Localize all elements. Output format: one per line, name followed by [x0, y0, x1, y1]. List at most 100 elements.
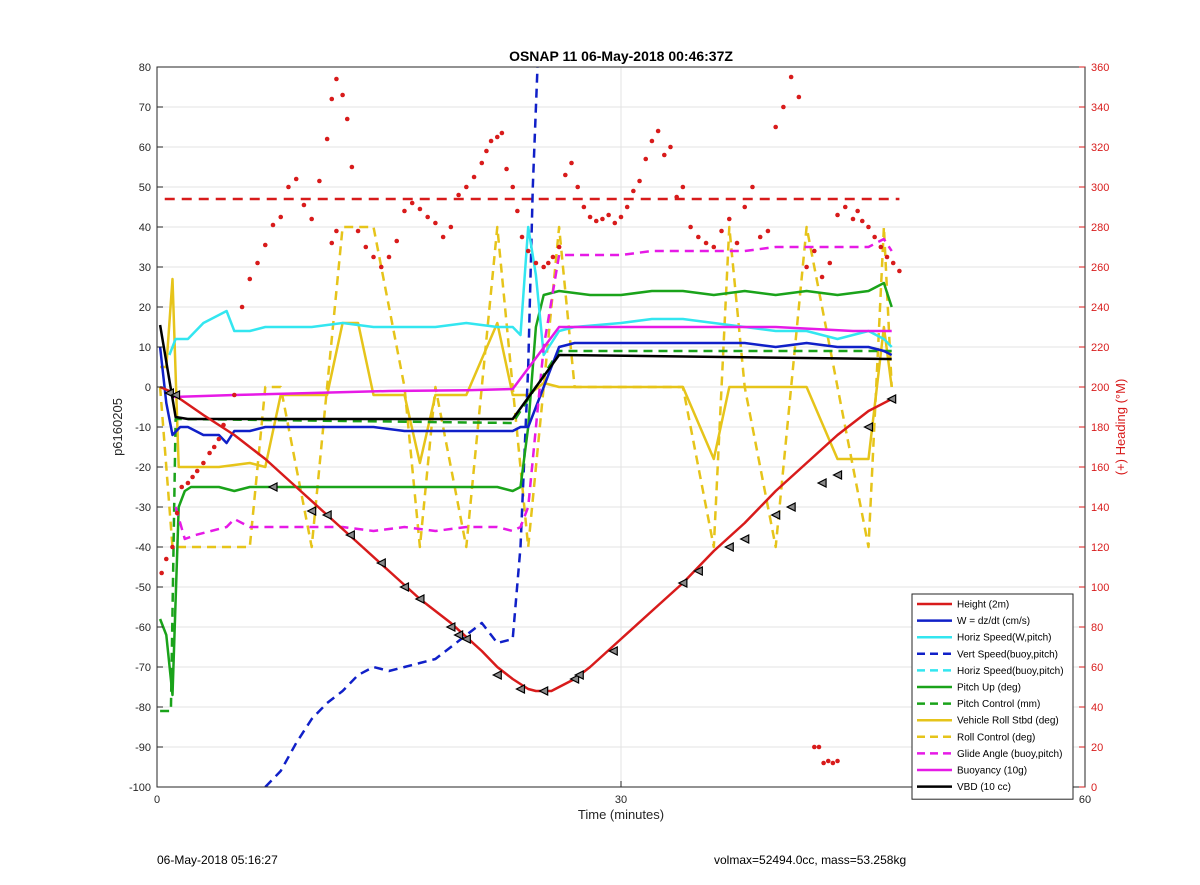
- y2-tick-label: 300: [1091, 182, 1109, 194]
- heading-point: [201, 460, 206, 466]
- heading-point: [207, 450, 212, 456]
- heading-point: [750, 184, 755, 190]
- series-line-2: [168, 225, 893, 357]
- legend-label: Horiz Speed(buoy,pitch): [957, 666, 1064, 677]
- heading-point: [872, 234, 877, 240]
- heading-point: [781, 104, 786, 110]
- heading-point: [804, 264, 809, 270]
- heading-point: [897, 268, 902, 274]
- y-tick-label: -30: [135, 502, 151, 514]
- y2-tick-label: 220: [1091, 342, 1109, 354]
- height-marker: [692, 566, 703, 576]
- heading-point: [821, 760, 826, 766]
- heading-point: [855, 208, 860, 214]
- heading-point: [334, 228, 339, 234]
- y-tick-label: -100: [129, 782, 151, 794]
- heading-point: [835, 758, 840, 764]
- heading-point: [696, 234, 701, 240]
- height-marker: [445, 622, 456, 632]
- heading-point: [773, 124, 778, 130]
- y-tick-label: -90: [135, 742, 151, 754]
- y2-tick-label: 260: [1091, 262, 1109, 274]
- height-marker: [321, 510, 332, 520]
- heading-point: [688, 224, 693, 230]
- legend: Height (2m) W = dz/dt (cm/s) Horiz Speed(W…: [911, 593, 1074, 800]
- series-layer: [158, 67, 900, 787]
- heading-point: [494, 134, 500, 140]
- y2-tick-label: 20: [1091, 742, 1103, 754]
- series-line-1: [158, 341, 893, 445]
- y2-tick-label: 80: [1091, 622, 1103, 634]
- height-marker: [816, 478, 827, 488]
- heading-point: [581, 204, 587, 210]
- heading-point: [703, 240, 709, 246]
- height-marker: [538, 686, 549, 696]
- heading-point: [163, 556, 169, 562]
- heading-point: [827, 260, 833, 266]
- height-marker: [453, 630, 464, 640]
- heading-point: [525, 248, 531, 254]
- height-marker: [569, 674, 580, 684]
- heading-point: [812, 248, 817, 254]
- chart-title: OSNAP 11 06-May-2018 00:46:37Z: [509, 48, 733, 64]
- height-marker: [886, 394, 897, 404]
- height-marker: [785, 502, 796, 512]
- y-tick-label: -10: [135, 422, 151, 434]
- y2-tick-label: 140: [1091, 502, 1109, 514]
- ticks: -100-90-80-70-60-50-40-30-20-10010203040…: [129, 62, 1109, 806]
- legend-label: Horiz Speed(W,pitch): [957, 633, 1051, 644]
- legend-label: Roll Control (deg): [957, 732, 1035, 743]
- heading-point: [812, 744, 817, 750]
- heading-point: [796, 94, 802, 100]
- series-line-10: [172, 325, 892, 399]
- heading-point: [878, 244, 884, 250]
- heading-point: [386, 254, 392, 260]
- heading-point: [309, 216, 314, 222]
- y2-tick-label: 320: [1091, 142, 1109, 154]
- y2-tick-label: 60: [1091, 662, 1103, 674]
- y-tick-label: 10: [139, 342, 151, 354]
- heading-point: [504, 166, 509, 172]
- heading-point: [859, 218, 865, 224]
- series-line-0: [159, 385, 893, 693]
- height-marker: [739, 534, 750, 544]
- heading-point: [378, 264, 384, 270]
- height-marker: [460, 634, 471, 644]
- heading-point: [440, 234, 446, 240]
- y2-tick-label: 120: [1091, 542, 1109, 554]
- series-line-7: [160, 277, 893, 469]
- heading-point: [842, 204, 848, 210]
- height-markers: [164, 388, 897, 696]
- y-tick-label: -80: [135, 702, 151, 714]
- y2-axis-label: (+) Heading (°M): [1113, 379, 1128, 476]
- heading-point: [765, 228, 771, 234]
- legend-label: VBD (10 cc): [957, 782, 1011, 793]
- heading-point: [334, 76, 339, 82]
- height-marker: [832, 470, 843, 480]
- heading-point: [866, 224, 871, 230]
- y2-tick-label: 340: [1091, 102, 1109, 114]
- heading-point: [788, 74, 794, 80]
- y2-tick-label: 0: [1091, 782, 1097, 794]
- heading-point: [519, 234, 525, 240]
- y-tick-label: 20: [139, 302, 151, 314]
- heading-point: [835, 212, 840, 218]
- heading-point: [662, 152, 667, 158]
- x-tick-label: 60: [1079, 794, 1091, 806]
- heading-point: [371, 254, 376, 260]
- series-line-9: [174, 237, 893, 541]
- heading-point: [324, 136, 330, 142]
- heading-point: [649, 138, 655, 144]
- height-marker: [491, 670, 502, 680]
- heading-point: [612, 220, 618, 226]
- height-marker: [515, 684, 526, 694]
- heading-point: [329, 240, 335, 246]
- heading-point: [170, 544, 175, 550]
- heading-point: [349, 164, 355, 170]
- y-tick-label: -70: [135, 662, 151, 674]
- legend-label: Glide Angle (buoy,pitch): [957, 749, 1062, 760]
- footer-volmax-mass: volmax=52494.0cc, mass=53.258kg: [714, 853, 907, 867]
- heading-point: [533, 260, 539, 266]
- height-marker: [267, 482, 278, 492]
- y-tick-label: -60: [135, 622, 151, 634]
